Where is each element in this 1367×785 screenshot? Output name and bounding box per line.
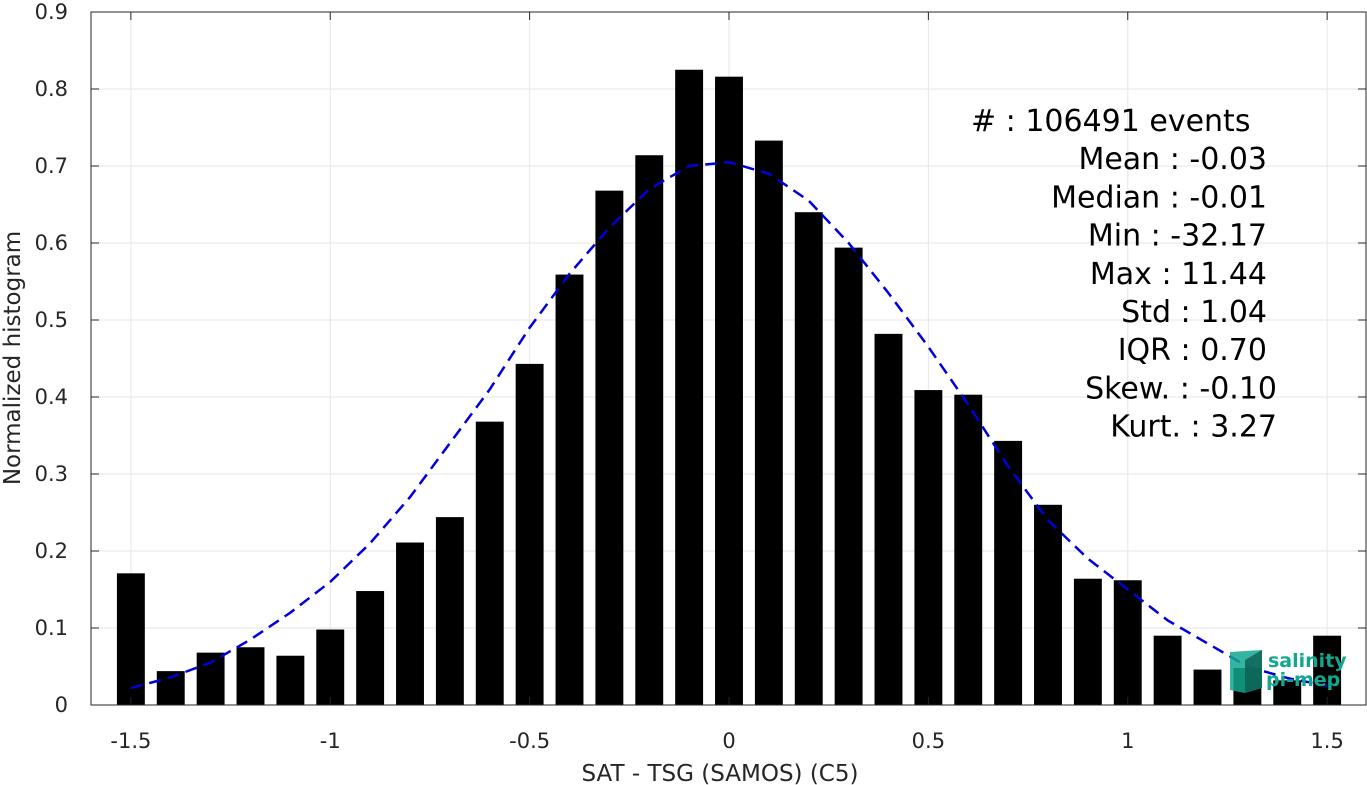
histogram-bar bbox=[1273, 680, 1302, 705]
y-tick-label: 0.1 bbox=[35, 616, 68, 640]
histogram-bar bbox=[276, 655, 305, 705]
histogram-bar bbox=[954, 394, 983, 705]
stat-line: Std : 1.04 bbox=[1121, 295, 1267, 330]
histogram-bar bbox=[1113, 580, 1142, 705]
histogram-bar bbox=[635, 155, 664, 706]
y-tick-label: 0.3 bbox=[35, 462, 68, 486]
histogram-bar bbox=[356, 591, 385, 705]
histogram-bar bbox=[555, 274, 584, 705]
stat-line: Min : -32.17 bbox=[1088, 219, 1267, 254]
x-tick-label: -0.5 bbox=[509, 729, 550, 753]
histogram-bar bbox=[1313, 635, 1342, 705]
x-tick-label: 1 bbox=[1121, 729, 1134, 753]
histogram-bar bbox=[1073, 578, 1102, 705]
histogram-bar bbox=[754, 140, 783, 706]
histogram-bar bbox=[874, 333, 903, 705]
y-tick-labels: 0 0.1 0.2 0.3 0.4 0.5 0.6 0.7 0.8 0.9 bbox=[35, 0, 68, 717]
histogram-bar bbox=[914, 390, 943, 705]
histogram-bars bbox=[116, 69, 1342, 706]
stat-line: Skew. : -0.10 bbox=[1085, 371, 1277, 406]
salinity-pi-mep-logo: salinity pi-mep bbox=[1230, 650, 1347, 693]
histogram-bar bbox=[794, 212, 823, 705]
y-tick-label: 0.6 bbox=[35, 231, 68, 255]
x-tick-label: 0 bbox=[722, 729, 735, 753]
stat-line: Kurt. : 3.27 bbox=[1110, 410, 1277, 445]
y-tick-label: 0.9 bbox=[35, 0, 68, 24]
y-tick-label: 0.5 bbox=[35, 308, 68, 332]
logo-text-line2: pi-mep bbox=[1266, 669, 1340, 691]
x-tick-labels: -1.5 -1 -0.5 0 0.5 1 1.5 bbox=[110, 729, 1343, 753]
histogram-bar bbox=[834, 247, 863, 705]
histogram-bar bbox=[435, 517, 464, 705]
histogram-bar bbox=[236, 647, 265, 705]
stat-line: Mean : -0.03 bbox=[1078, 142, 1267, 177]
y-axis-title: Normalized histogram bbox=[0, 231, 26, 485]
histogram-bar bbox=[675, 69, 704, 705]
gaussian-fit-line bbox=[130, 160, 1328, 690]
stat-line: # : 106491 events bbox=[971, 104, 1250, 139]
logo-text-line1: salinity bbox=[1268, 650, 1347, 672]
logo-cube-shadow bbox=[1245, 650, 1262, 693]
y-tick-label: 0.8 bbox=[35, 77, 68, 101]
x-tick-label: 0.5 bbox=[912, 729, 945, 753]
stat-line: Median : -0.01 bbox=[1051, 180, 1267, 215]
axis-ticks bbox=[91, 11, 1366, 706]
histogram-bar bbox=[316, 629, 345, 705]
stat-line: Max : 11.44 bbox=[1090, 257, 1267, 292]
histogram-bar bbox=[396, 542, 424, 705]
histogram-bar bbox=[1034, 504, 1062, 705]
x-axis-title: SAT - TSG (SAMOS) (C5) bbox=[582, 761, 859, 785]
x-tick-label: 1.5 bbox=[1310, 729, 1343, 753]
histogram-bar bbox=[196, 652, 225, 705]
histogram-bar bbox=[475, 421, 504, 705]
histogram-bar bbox=[1193, 669, 1222, 705]
histogram-bar bbox=[715, 76, 743, 706]
x-tick-label: -1 bbox=[320, 729, 341, 753]
stat-line: IQR : 0.70 bbox=[1118, 333, 1267, 368]
y-tick-label: 0.7 bbox=[35, 154, 68, 178]
y-tick-label: 0.4 bbox=[35, 385, 68, 409]
histogram-bar bbox=[1153, 635, 1182, 705]
y-tick-label: 0 bbox=[55, 693, 68, 717]
histogram-bar bbox=[515, 363, 544, 705]
x-tick-label: -1.5 bbox=[110, 729, 151, 753]
y-tick-label: 0.2 bbox=[35, 539, 68, 563]
histogram-bar bbox=[116, 573, 145, 705]
histogram-bar bbox=[994, 440, 1023, 705]
histogram-bar bbox=[595, 190, 624, 705]
